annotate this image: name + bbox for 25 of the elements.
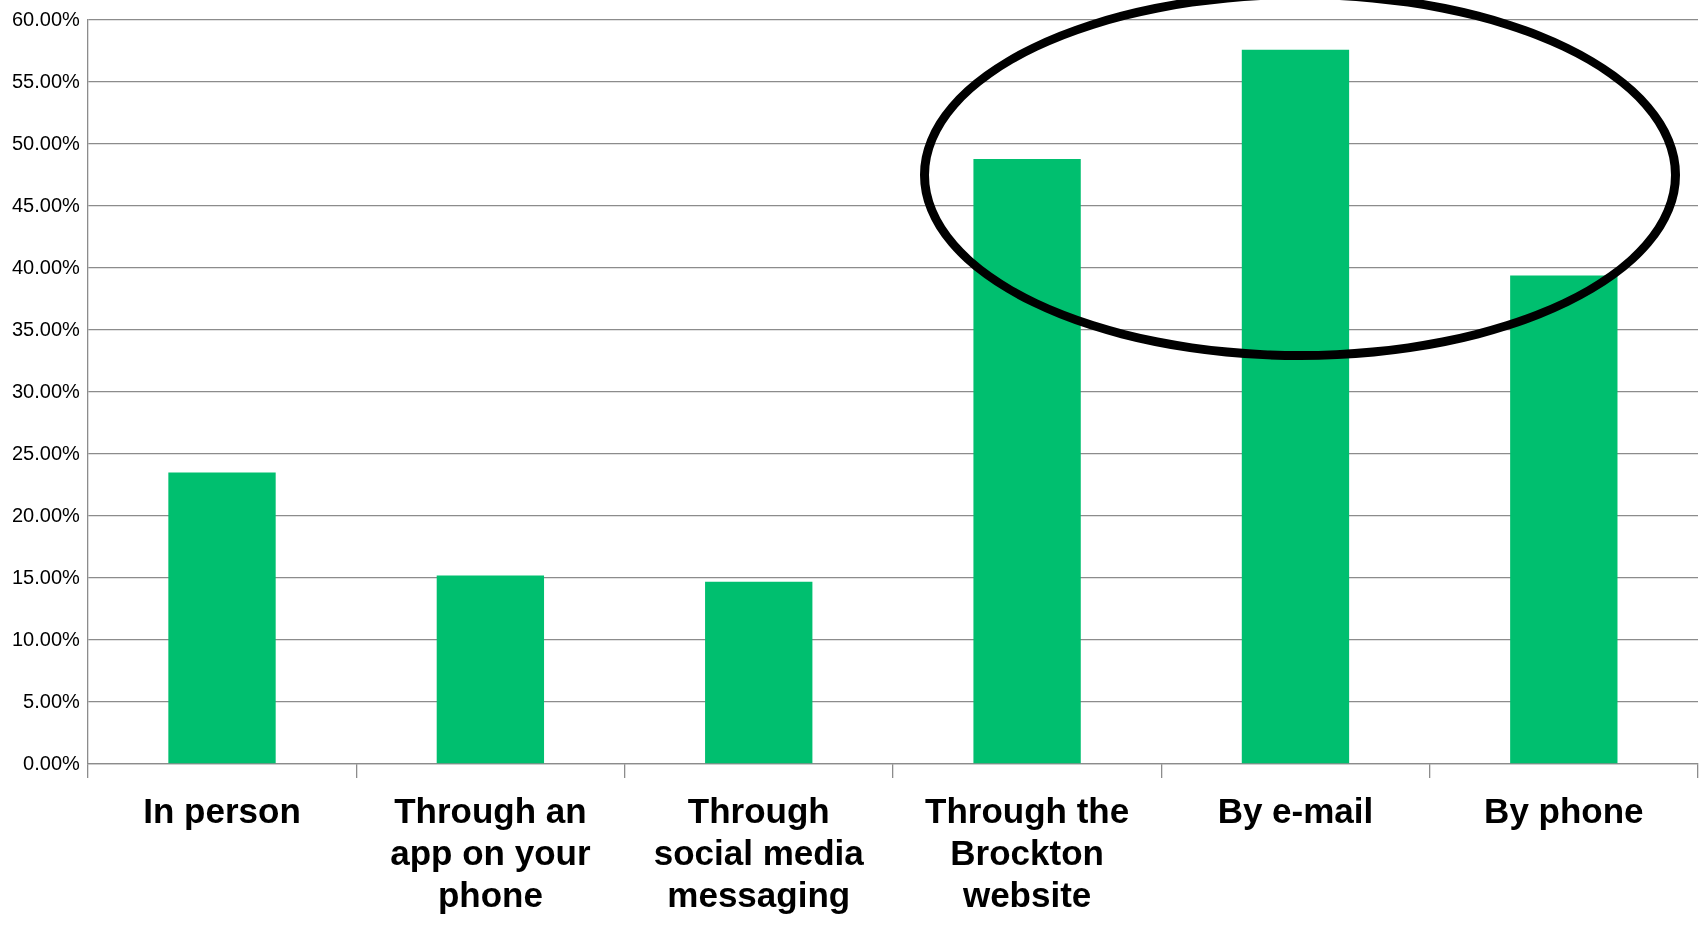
x-tick-label: Through an app on your phone (390, 790, 591, 914)
x-tick-label: By e-mail (1217, 790, 1374, 830)
y-tick-label: 35.00% (11, 317, 81, 340)
bar (705, 581, 813, 764)
y-tick-label: 5.00% (23, 689, 81, 712)
x-tick-label: Through the Brockton website (925, 790, 1130, 914)
y-tick-label: 15.00% (11, 565, 81, 588)
x-tick-label: In person (143, 790, 301, 830)
bar (1510, 275, 1618, 764)
y-tick-label: 45.00% (11, 193, 81, 216)
y-tick-label: 20.00% (11, 503, 81, 526)
y-tick-label: 60.00% (11, 7, 81, 30)
y-tick-label: 25.00% (11, 441, 81, 464)
y-tick-label: 10.00% (11, 627, 81, 650)
x-tick-label: By phone (1484, 790, 1644, 830)
y-tick-label: 0.00% (23, 751, 81, 774)
bar (436, 575, 545, 764)
y-tick-label: 40.00% (11, 255, 81, 278)
bar (973, 158, 1081, 764)
bar (168, 472, 276, 764)
x-tick-label: Through social media messaging (653, 790, 865, 914)
y-tick-label: 30.00% (11, 379, 81, 402)
y-tick-label: 55.00% (11, 69, 81, 92)
bar (1241, 49, 1350, 764)
y-tick-label: 50.00% (11, 131, 81, 154)
